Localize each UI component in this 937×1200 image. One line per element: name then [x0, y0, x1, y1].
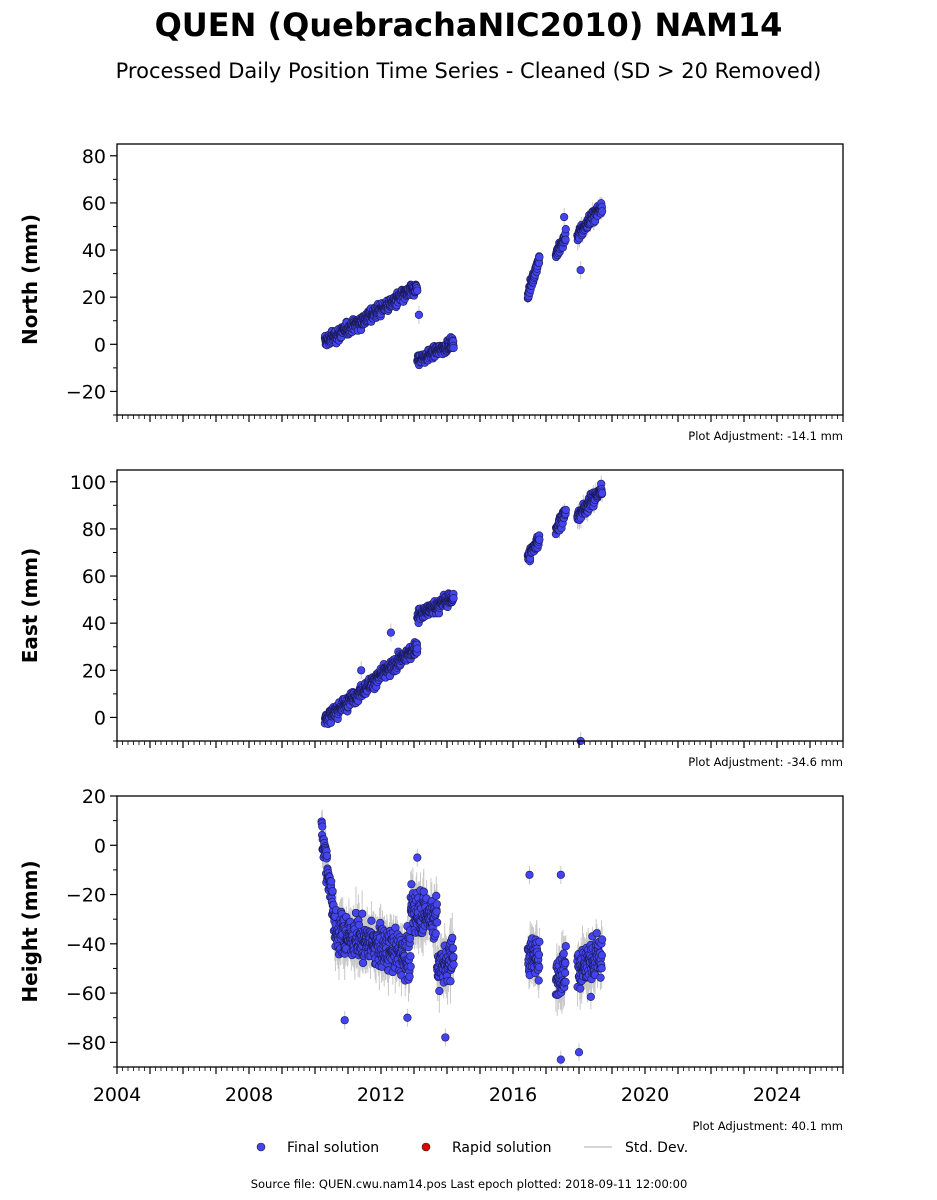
- final-solution-point: [432, 907, 441, 916]
- final-solution-point: [358, 958, 368, 968]
- east-panel: 0 20 40 60 80 100 East (mm) Plot Adjustment: …: [18, 469, 844, 769]
- y-tick-label: 60: [82, 566, 106, 588]
- final-solution-point: [597, 207, 607, 216]
- final-solution-point: [367, 916, 376, 925]
- final-solution-point: [407, 880, 416, 889]
- final-solution-point: [405, 972, 414, 981]
- east-y-axis: 0 20 40 60 80 100: [70, 472, 117, 742]
- y-tick-label: 40: [82, 240, 106, 262]
- y-tick-label: −20: [66, 381, 106, 403]
- y-tick-label: 0: [94, 334, 106, 356]
- final-solution-point: [432, 900, 441, 909]
- north-y-axis: −20 0 20 40 60 80: [66, 146, 117, 416]
- final-solution-point: [413, 286, 422, 295]
- final-solution-point: [419, 887, 428, 896]
- final-solution-point: [354, 920, 364, 930]
- final-solution-point: [535, 963, 544, 972]
- north-stddev-band: [324, 196, 603, 367]
- north-plot-frame: [116, 143, 844, 416]
- final-solution-point: [431, 929, 440, 938]
- final-solution-point: [322, 851, 332, 860]
- final-solution-point: [406, 952, 415, 961]
- final-solution-point: [597, 489, 607, 498]
- chart-subtitle: Processed Daily Position Time Series - C…: [116, 59, 822, 83]
- final-solution-point: [406, 962, 415, 971]
- final-solution-point: [534, 950, 544, 959]
- final-solution-point: [327, 877, 336, 886]
- final-solution-point: [449, 594, 458, 603]
- y-tick-label: 80: [82, 519, 106, 541]
- final-solution-point: [358, 909, 367, 918]
- final-solution-point: [405, 934, 415, 943]
- final-solution-point: [328, 887, 337, 896]
- final-solution-point: [357, 666, 366, 675]
- north-points: [320, 199, 607, 370]
- final-solution-point: [448, 933, 457, 942]
- east-points: [320, 479, 607, 746]
- final-solution-point: [449, 952, 458, 961]
- final-solution-point: [535, 535, 544, 544]
- final-solution-point: [535, 253, 544, 262]
- y-tick-label: 60: [82, 193, 106, 215]
- east-y-axis-label: East (mm): [18, 548, 42, 664]
- final-solution-point: [448, 944, 458, 953]
- y-tick-label: 100: [70, 472, 106, 494]
- height-points: [317, 817, 607, 1064]
- north-y-axis-label: North (mm): [18, 214, 42, 345]
- north-plot-adjustment: Plot Adjustment: -14.1 mm: [688, 429, 843, 443]
- chart-title: QUEN (QuebrachaNIC2010) NAM14: [155, 6, 783, 44]
- final-solution-point: [318, 822, 327, 831]
- final-solution-point: [561, 225, 570, 234]
- east-minor-ticks: [116, 741, 844, 748]
- final-solution-point: [561, 235, 570, 244]
- y-tick-label: 80: [82, 146, 106, 168]
- final-solution-point: [435, 986, 444, 996]
- y-tick-label: 40: [82, 613, 106, 635]
- final-solution-point: [534, 976, 543, 985]
- north-minor-ticks: [116, 415, 844, 422]
- final-solution-point: [576, 265, 585, 275]
- y-tick-label: 20: [82, 660, 106, 682]
- y-tick-label: 0: [94, 707, 106, 729]
- final-solution-point: [432, 891, 441, 900]
- final-solution-point: [413, 644, 422, 653]
- north-panel: −20 0 20 40 60 80 North (mm) Plot Adjustment:…: [18, 143, 844, 443]
- final-solution-point: [449, 960, 458, 969]
- final-solution-point: [535, 937, 544, 946]
- east-plot-frame: [116, 469, 844, 742]
- final-solution-point: [433, 918, 442, 927]
- east-plot-adjustment: Plot Adjustment: -34.6 mm: [688, 755, 843, 769]
- final-solution-point: [560, 212, 569, 222]
- final-solution-point: [446, 977, 455, 986]
- final-solution-point: [414, 310, 424, 319]
- final-solution-point: [386, 628, 396, 637]
- final-solution-point: [561, 505, 570, 515]
- y-tick-label: 20: [82, 287, 106, 309]
- final-solution-point: [449, 343, 458, 353]
